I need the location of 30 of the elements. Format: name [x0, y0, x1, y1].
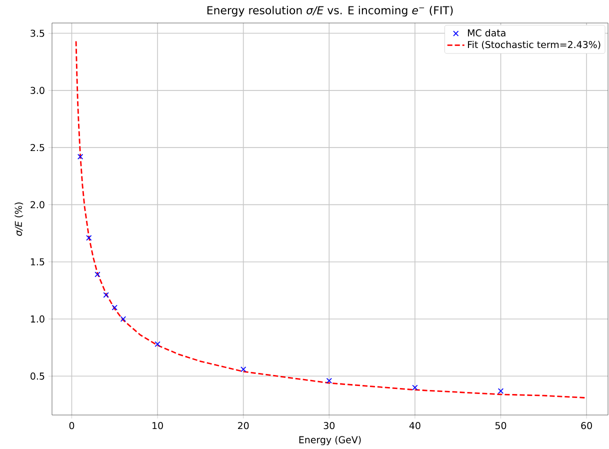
point: [103, 292, 109, 298]
point: [77, 154, 84, 160]
chart-title: Energy resolution σ/E vs. E incoming e$^{−}$ (FIT): [207, 6, 453, 16]
y-tick-label: 1.0: [30, 315, 44, 323]
x-tick-label: 40: [409, 422, 420, 430]
x-tick-label: 0: [69, 422, 74, 430]
y-tick-label: 2.5: [30, 144, 44, 152]
y-axis-title: σ/E (%): [14, 202, 24, 236]
point: [112, 304, 118, 310]
y-tick-label: 3.5: [30, 30, 44, 37]
x-tick-label: 20: [238, 422, 249, 430]
x-tick-label: 60: [581, 422, 592, 430]
y-tick-label: 2.0: [30, 201, 44, 208]
y-tick-label: 1.5: [30, 258, 44, 266]
x-tick-label: 30: [324, 422, 335, 430]
point: [86, 235, 92, 241]
legend-label: MC data: [468, 29, 506, 36]
point: [94, 272, 100, 278]
legend-label: Fit (Stochastic term=2.43%): [468, 40, 600, 50]
point: [154, 341, 160, 347]
point: [326, 378, 332, 384]
x-tick-label: 50: [495, 422, 506, 430]
y-tick-label: 0.5: [30, 372, 44, 380]
point: [412, 384, 418, 390]
x-tick-label: 10: [152, 422, 163, 430]
point: [498, 388, 504, 394]
point: [240, 366, 246, 372]
point: [120, 316, 126, 322]
y-tick-label: 3.0: [30, 86, 44, 94]
x-axis-title: Energy (GeV): [299, 436, 361, 446]
